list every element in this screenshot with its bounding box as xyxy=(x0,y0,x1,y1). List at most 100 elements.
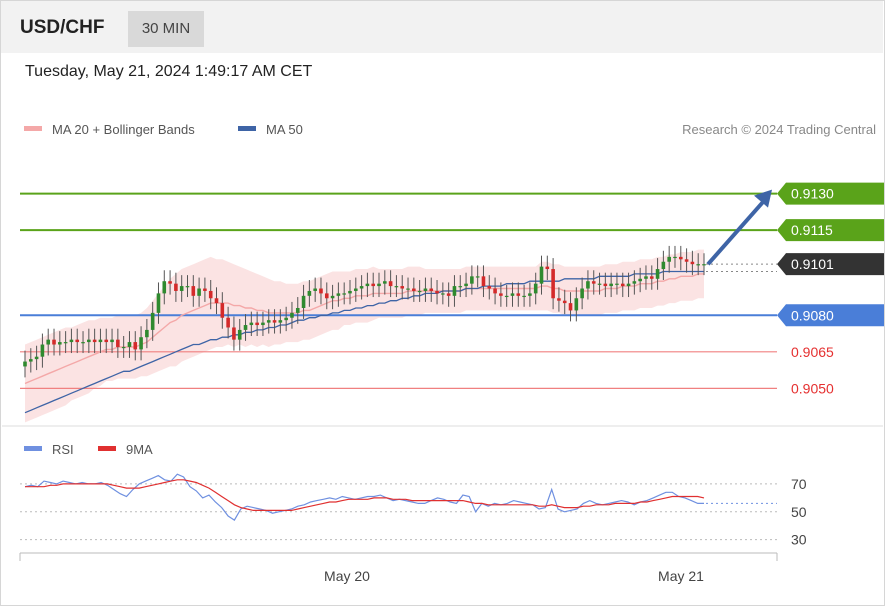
candle-body xyxy=(69,339,74,343)
rsi-plot: 70 50 30 xyxy=(20,473,807,548)
candle-body xyxy=(365,283,370,287)
candle-body xyxy=(417,290,422,293)
candle-body xyxy=(121,346,126,349)
candle-body xyxy=(458,286,463,288)
candle-body xyxy=(371,283,376,287)
candle-body xyxy=(609,283,613,287)
candle-body xyxy=(301,295,306,308)
ma20-line xyxy=(24,273,704,385)
timeframe-badge[interactable]: 30 MIN xyxy=(128,11,204,47)
rsi-tick-label: 50 xyxy=(791,504,807,520)
level-label: 0.9130 xyxy=(791,186,834,202)
candle-body xyxy=(423,288,428,291)
candle-body xyxy=(580,288,584,299)
candle-body xyxy=(464,283,468,287)
rsi9ma-legend-label: 9MA xyxy=(126,442,153,457)
candle-body xyxy=(284,317,288,321)
level-label: 0.9065 xyxy=(791,344,834,360)
candle-body xyxy=(504,295,509,298)
candle-body xyxy=(330,295,335,299)
level-badge xyxy=(777,182,884,205)
candle-body xyxy=(272,320,277,323)
candle-body xyxy=(150,312,155,330)
candle-body xyxy=(603,283,608,287)
time-axis: May 20 May 21 xyxy=(19,552,778,584)
chart-header: USD/CHF 30 MIN xyxy=(1,1,883,53)
candle-body xyxy=(684,259,689,262)
candle-body xyxy=(615,283,619,285)
candle-body xyxy=(481,276,486,287)
candle-body xyxy=(655,269,660,279)
candle-body xyxy=(92,339,97,343)
candle-body xyxy=(266,320,271,323)
candle-body xyxy=(116,339,120,347)
candle-body xyxy=(545,266,550,270)
candle-body xyxy=(499,293,503,296)
ma50-line xyxy=(24,270,704,414)
candle-body xyxy=(348,290,352,294)
candle-body xyxy=(359,286,364,289)
candle-body xyxy=(383,281,387,284)
bollinger-legend-label: MA 20 + Bollinger Bands xyxy=(52,122,195,137)
candle-body xyxy=(470,276,474,284)
candle-body xyxy=(179,286,184,291)
price-legend: MA 20 + Bollinger Bands MA 50 Research ©… xyxy=(24,122,876,137)
candle-body xyxy=(58,342,62,345)
candle-body xyxy=(290,312,294,318)
candle-body xyxy=(63,342,68,344)
candle-body xyxy=(400,286,405,289)
candle-body xyxy=(226,317,230,328)
candle-body xyxy=(539,266,544,284)
candle-body xyxy=(435,290,439,294)
level-badge xyxy=(777,304,884,327)
candle-body xyxy=(353,288,358,291)
ma50-legend-label: MA 50 xyxy=(266,122,303,137)
candle-body xyxy=(295,308,300,313)
candle-body xyxy=(110,339,114,343)
candle-body xyxy=(632,281,637,284)
candle-body xyxy=(342,293,346,295)
candle-body xyxy=(40,344,45,357)
candle-body xyxy=(46,339,51,345)
candle-body xyxy=(597,283,602,285)
candle-body xyxy=(156,293,161,313)
candle-body xyxy=(591,281,596,284)
candle-body xyxy=(522,295,526,298)
candle-body xyxy=(412,288,416,291)
candle-body xyxy=(75,339,80,343)
candle-body xyxy=(533,283,538,294)
candle-body xyxy=(249,322,254,326)
x-tick-label: May 20 xyxy=(324,568,370,584)
level-label: 0.9080 xyxy=(791,307,834,323)
x-tick-label: May 21 xyxy=(658,568,704,584)
candle-body xyxy=(243,325,248,330)
candle-body xyxy=(98,339,103,343)
timestamp: Tuesday, May 21, 2024 1:49:17 AM CET xyxy=(25,63,313,80)
candle-body xyxy=(104,339,109,343)
candle-body xyxy=(388,281,393,287)
candle-body xyxy=(185,286,190,288)
candle-body xyxy=(528,293,532,296)
candle-body xyxy=(557,298,561,301)
rsi-legend: RSI 9MA xyxy=(24,442,153,457)
price-plot: 0.9130 0.9115 0.9101 0.9080 0.9065 0.9050 xyxy=(20,182,884,423)
candle-body xyxy=(214,298,219,304)
candle-body xyxy=(278,320,283,323)
candle-body xyxy=(133,342,138,350)
rsi-legend-label: RSI xyxy=(52,442,74,457)
candle-body xyxy=(452,286,457,296)
candle-body xyxy=(568,303,573,311)
candle-body xyxy=(644,276,648,279)
candle-body xyxy=(661,261,666,270)
candle-body xyxy=(510,293,515,296)
candle-body xyxy=(406,288,410,290)
candle-body xyxy=(145,329,149,338)
candle-body xyxy=(667,256,671,262)
candle-body xyxy=(551,269,555,299)
level-badge xyxy=(777,219,884,242)
candle-body xyxy=(162,281,167,294)
candle-body xyxy=(586,281,590,289)
candle-body xyxy=(29,359,33,362)
candle-body xyxy=(377,283,381,287)
candle-body xyxy=(620,283,625,287)
